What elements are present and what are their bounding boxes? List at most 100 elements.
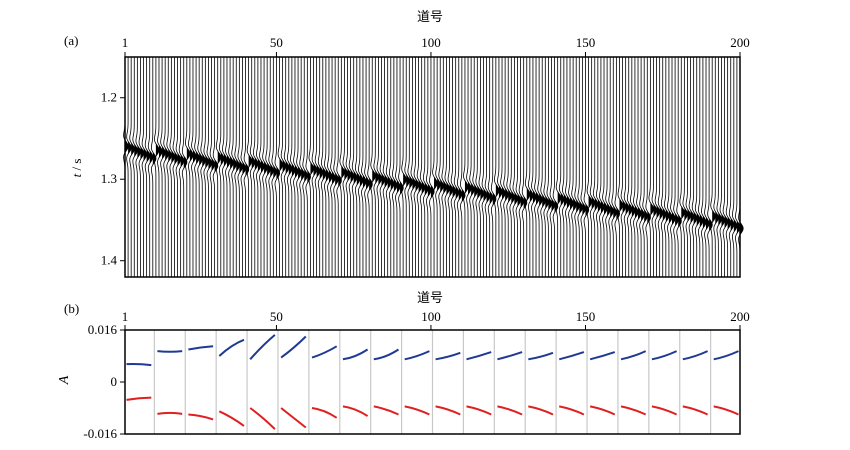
trace bbox=[509, 57, 515, 277]
trace bbox=[413, 57, 420, 277]
trace bbox=[138, 57, 145, 277]
trace-fill bbox=[736, 221, 741, 233]
amplitude-segment bbox=[713, 405, 739, 416]
trace-fill bbox=[149, 151, 153, 163]
trace-fill bbox=[319, 167, 323, 178]
trace-fill bbox=[143, 149, 147, 160]
trace-fill bbox=[594, 199, 598, 210]
trace-fill bbox=[665, 210, 670, 221]
trace-fill bbox=[502, 187, 506, 199]
trace-fill bbox=[264, 162, 268, 174]
amplitude-segment bbox=[249, 334, 276, 360]
amplitude-segment bbox=[249, 407, 276, 430]
trace bbox=[549, 57, 556, 277]
y-tick-label: -0.016 bbox=[83, 426, 117, 441]
trace bbox=[503, 57, 509, 277]
panel-a-ylabel-t: t bbox=[69, 173, 84, 177]
trace bbox=[558, 57, 565, 277]
trace bbox=[735, 57, 741, 277]
trace bbox=[506, 57, 512, 277]
trace-fill bbox=[563, 195, 568, 206]
trace bbox=[494, 57, 500, 277]
trace bbox=[667, 57, 673, 277]
trace-fill bbox=[458, 188, 462, 200]
trace-fill bbox=[174, 152, 178, 164]
trace bbox=[469, 57, 475, 277]
trace-fill bbox=[168, 150, 172, 161]
trace bbox=[463, 57, 469, 277]
trace bbox=[648, 57, 654, 277]
trace-fill bbox=[437, 179, 441, 190]
amplitude-segment bbox=[497, 351, 523, 361]
trace bbox=[184, 57, 191, 277]
trace-fill bbox=[282, 160, 286, 172]
trace-fill bbox=[310, 163, 314, 174]
trace bbox=[392, 57, 398, 277]
trace bbox=[602, 57, 608, 277]
amplitude-segment bbox=[620, 405, 647, 416]
trace bbox=[660, 57, 667, 277]
x-tick-label: 100 bbox=[421, 309, 441, 324]
trace bbox=[422, 57, 429, 277]
trace bbox=[441, 57, 447, 277]
trace-fill bbox=[715, 212, 719, 223]
trace bbox=[583, 57, 590, 277]
trace-fill bbox=[427, 185, 432, 196]
trace-fill bbox=[146, 150, 150, 161]
trace-fill bbox=[702, 216, 707, 228]
trace-fill bbox=[480, 188, 484, 199]
trace bbox=[367, 57, 373, 277]
trace bbox=[419, 57, 426, 277]
trace bbox=[327, 57, 333, 277]
trace bbox=[382, 57, 389, 277]
trace bbox=[379, 57, 386, 277]
amplitude-segment bbox=[589, 405, 616, 416]
trace-fill bbox=[403, 174, 407, 185]
trace bbox=[731, 57, 738, 277]
trace bbox=[342, 57, 349, 277]
trace bbox=[460, 57, 466, 277]
trace-fill bbox=[492, 193, 496, 205]
amplitude-segment bbox=[126, 396, 152, 401]
trace-fill bbox=[192, 151, 197, 162]
trace-fill bbox=[656, 206, 660, 217]
panel-b-frame bbox=[124, 329, 741, 435]
trace-fill bbox=[189, 149, 194, 161]
trace bbox=[626, 57, 633, 277]
trace bbox=[302, 57, 308, 277]
trace bbox=[395, 57, 401, 277]
trace bbox=[401, 57, 407, 277]
trace bbox=[299, 57, 305, 277]
trace bbox=[191, 57, 197, 277]
trace bbox=[611, 57, 617, 277]
trace-fill bbox=[468, 182, 472, 194]
trace bbox=[373, 57, 379, 277]
trace bbox=[444, 57, 450, 277]
trace-fill bbox=[140, 147, 144, 159]
amplitude-segment bbox=[311, 407, 338, 419]
trace-fill bbox=[604, 203, 608, 214]
trace-fill bbox=[585, 204, 589, 216]
trace bbox=[129, 57, 135, 277]
trace bbox=[565, 57, 571, 277]
trace-fill bbox=[517, 194, 521, 206]
trace-fill bbox=[690, 211, 694, 222]
trace-fill bbox=[668, 211, 673, 223]
trace bbox=[147, 57, 154, 277]
trace-fill bbox=[718, 213, 722, 225]
trace-fill bbox=[693, 212, 697, 224]
amplitude-segment bbox=[342, 405, 369, 417]
trace-fill bbox=[616, 208, 620, 219]
trace-fill bbox=[421, 182, 425, 193]
trace bbox=[144, 57, 151, 277]
trace-fill bbox=[588, 196, 592, 207]
trace-fill bbox=[180, 155, 184, 166]
trace-fill bbox=[199, 153, 203, 165]
trace bbox=[364, 57, 370, 277]
x-tick-label: 1 bbox=[122, 35, 129, 50]
trace bbox=[568, 57, 574, 277]
trace bbox=[330, 57, 336, 277]
trace bbox=[654, 57, 661, 277]
trace-fill bbox=[301, 168, 305, 180]
